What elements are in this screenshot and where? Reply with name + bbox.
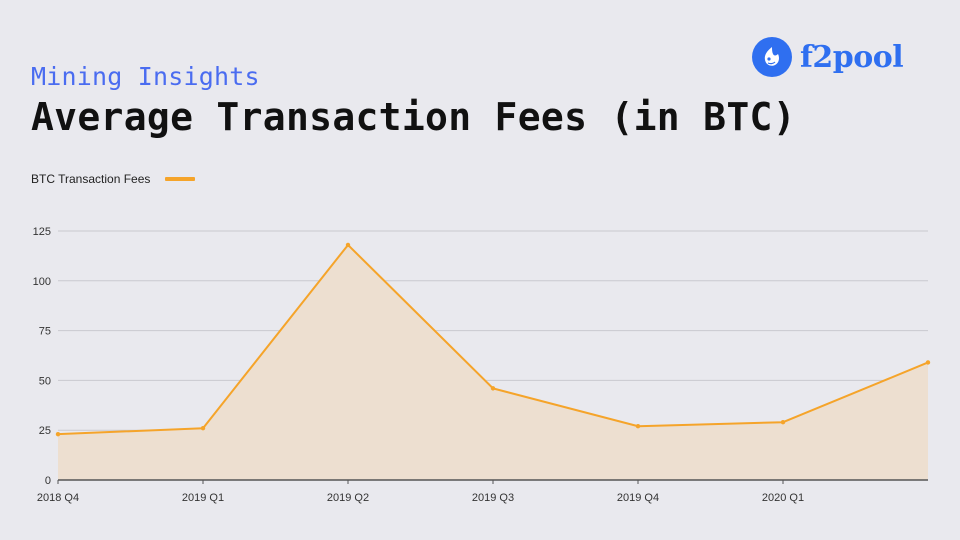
x-tick-label: 2020 Q1 (762, 492, 804, 504)
x-tick-label: 2018 Q4 (37, 492, 79, 504)
chart-axes (57, 479, 928, 484)
data-point (490, 386, 496, 391)
data-point (925, 360, 931, 365)
chart-tick-labels: 0 25 50 75 100 125 2018 Q4 2019 Q1 2019 Q2 2019 Q… (33, 226, 804, 504)
x-tick-label: 2019 Q2 (327, 492, 369, 504)
brand-name: f2pool (800, 39, 904, 75)
y-tick-label: 0 (45, 475, 51, 487)
series-area-fill (58, 244, 928, 480)
f2pool-fish-icon (752, 37, 792, 77)
data-point (55, 431, 61, 437)
chart-series (55, 242, 931, 437)
y-tick-label: 25 (39, 425, 51, 437)
chart-title: Average Transaction Fees (in BTC) (31, 95, 796, 139)
data-point (780, 420, 786, 425)
y-tick-label: 75 (39, 326, 51, 338)
chart-area-layer (58, 244, 928, 480)
data-point (200, 426, 206, 431)
x-tick-label: 2019 Q1 (182, 492, 224, 504)
data-point (635, 424, 641, 429)
x-tick-label: 2019 Q4 (617, 492, 659, 504)
brand-logo: f2pool (752, 36, 904, 78)
chart-legend: BTC Transaction Fees (31, 172, 196, 186)
data-point (345, 242, 351, 248)
legend-label: BTC Transaction Fees (31, 172, 151, 186)
x-tick-label: 2019 Q3 (472, 492, 514, 504)
y-tick-label: 100 (33, 276, 51, 288)
legend-swatch (165, 177, 196, 181)
y-tick-label: 50 (39, 375, 51, 387)
y-tick-label: 125 (33, 226, 51, 238)
chart-subtitle: Mining Insights (31, 62, 260, 91)
